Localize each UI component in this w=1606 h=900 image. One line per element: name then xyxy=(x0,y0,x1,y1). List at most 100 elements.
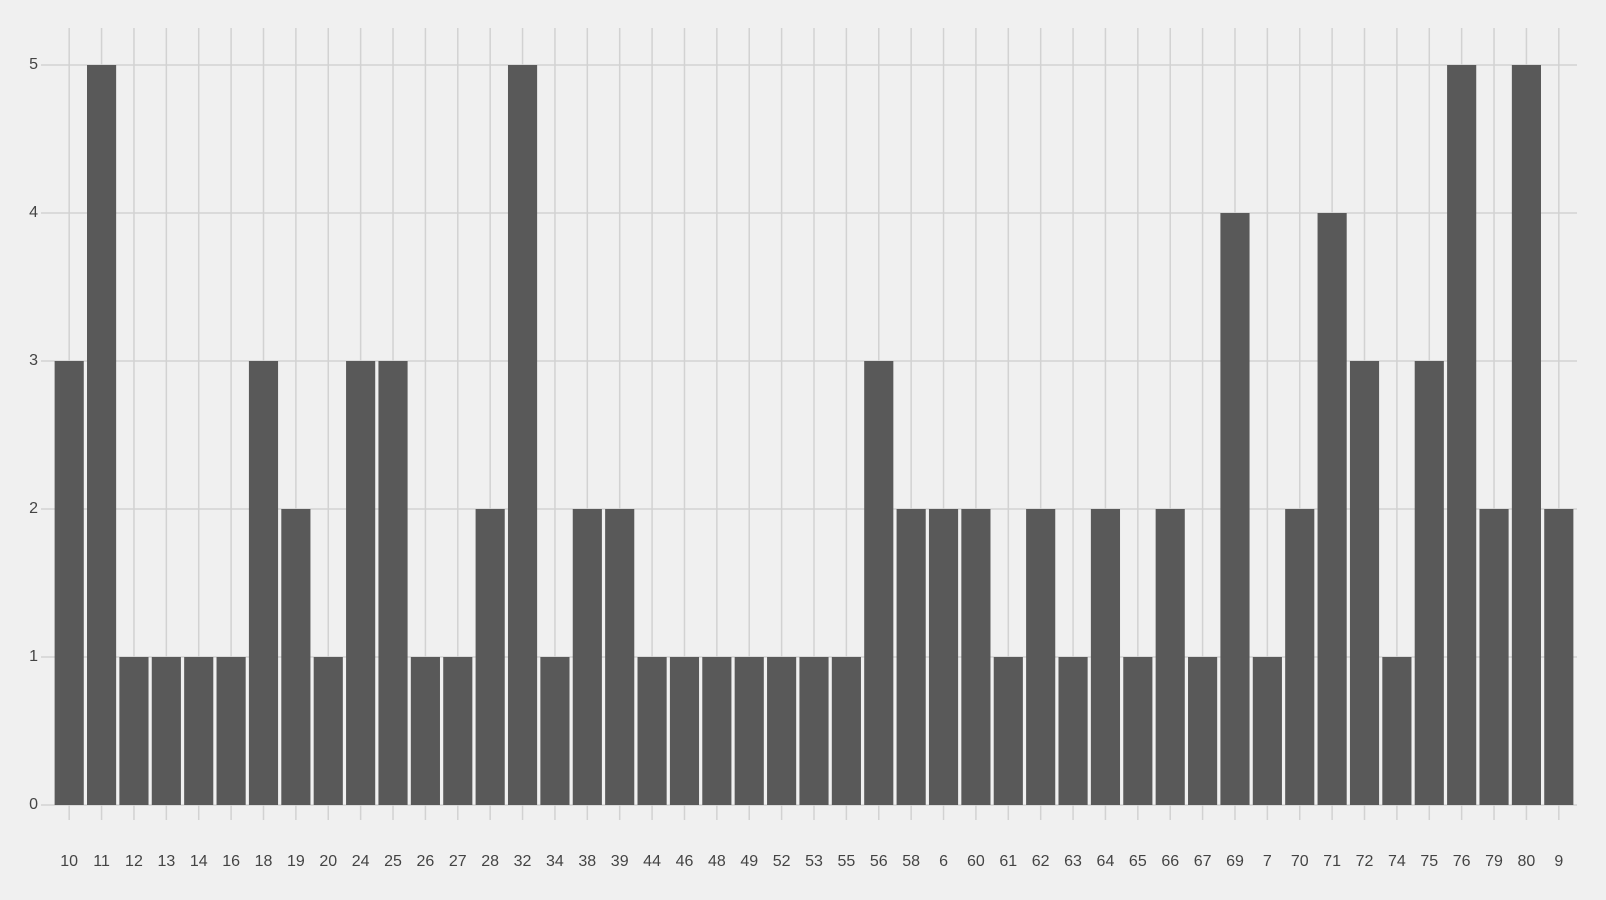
x-tick-label: 58 xyxy=(902,853,920,870)
x-tick-label: 39 xyxy=(611,853,629,870)
x-tick-label: 74 xyxy=(1388,853,1406,870)
bar xyxy=(1317,213,1347,805)
x-tick-label: 20 xyxy=(319,853,337,870)
bar xyxy=(87,65,117,805)
x-tick-label: 48 xyxy=(708,853,726,870)
bar xyxy=(1544,509,1574,805)
bar xyxy=(216,657,246,805)
x-tick-label: 49 xyxy=(740,853,758,870)
bar xyxy=(281,509,311,805)
y-tick-label: 1 xyxy=(29,648,38,665)
bar xyxy=(378,361,408,805)
x-tick-label: 71 xyxy=(1323,853,1341,870)
x-tick-label: 53 xyxy=(805,853,823,870)
bar xyxy=(1447,65,1477,805)
x-tick-label: 75 xyxy=(1420,853,1438,870)
bar xyxy=(1188,657,1218,805)
x-tick-label: 56 xyxy=(870,853,888,870)
x-tick-label: 70 xyxy=(1291,853,1309,870)
x-tick-label: 65 xyxy=(1129,853,1147,870)
x-tick-label: 28 xyxy=(481,853,499,870)
bar xyxy=(1026,509,1056,805)
bar xyxy=(54,361,84,805)
bar xyxy=(799,657,829,805)
x-tick-label: 38 xyxy=(578,853,596,870)
x-tick-label: 80 xyxy=(1518,853,1536,870)
x-tick-label: 19 xyxy=(287,853,305,870)
bar xyxy=(248,361,279,805)
bar xyxy=(540,657,570,805)
bar xyxy=(151,657,181,805)
bar xyxy=(993,657,1023,805)
x-tick-label: 27 xyxy=(449,853,467,870)
bar xyxy=(1414,361,1444,805)
y-tick-label: 4 xyxy=(29,204,38,221)
x-tick-label: 9 xyxy=(1554,853,1563,870)
x-tick-label: 7 xyxy=(1263,853,1272,870)
x-tick-label: 63 xyxy=(1064,853,1082,870)
bar xyxy=(313,657,343,805)
x-tick-label: 25 xyxy=(384,853,402,870)
x-tick-label: 46 xyxy=(676,853,694,870)
x-tick-label: 61 xyxy=(999,853,1017,870)
bar xyxy=(346,361,376,805)
x-tick-label: 14 xyxy=(190,853,208,870)
bar xyxy=(1252,657,1282,805)
bar xyxy=(475,509,505,805)
bar xyxy=(605,509,635,805)
bar xyxy=(443,657,473,805)
x-tick-label: 55 xyxy=(837,853,855,870)
x-tick-label: 32 xyxy=(514,853,532,870)
x-tick-label: 24 xyxy=(352,853,370,870)
x-tick-label: 76 xyxy=(1453,853,1471,870)
x-tick-label: 12 xyxy=(125,853,143,870)
y-tick-label: 0 xyxy=(29,796,38,813)
y-tick-label: 2 xyxy=(29,500,38,517)
bar xyxy=(119,657,149,805)
x-tick-label: 62 xyxy=(1032,853,1050,870)
x-tick-label: 10 xyxy=(60,853,78,870)
x-tick-label: 18 xyxy=(255,853,273,870)
x-tick-label: 66 xyxy=(1161,853,1179,870)
bar xyxy=(1511,65,1541,805)
bar xyxy=(637,657,667,805)
x-tick-label: 34 xyxy=(546,853,564,870)
x-tick-label: 69 xyxy=(1226,853,1244,870)
bar xyxy=(864,361,894,805)
bar xyxy=(669,657,700,805)
x-tick-label: 64 xyxy=(1097,853,1115,870)
bar xyxy=(1058,657,1088,805)
bar xyxy=(1349,361,1380,805)
x-tick-label: 79 xyxy=(1485,853,1503,870)
bar xyxy=(1220,213,1250,805)
bar xyxy=(928,509,959,805)
x-tick-label: 44 xyxy=(643,853,661,870)
bar xyxy=(184,657,214,805)
bar xyxy=(734,657,764,805)
bar xyxy=(1155,509,1185,805)
bar xyxy=(1090,509,1121,805)
bar xyxy=(1123,657,1153,805)
bar xyxy=(1382,657,1412,805)
bar xyxy=(961,509,991,805)
y-tick-label: 3 xyxy=(29,352,38,369)
y-tick-label: 5 xyxy=(29,56,38,73)
x-tick-label: 6 xyxy=(939,853,948,870)
bar xyxy=(410,657,440,805)
x-tick-label: 67 xyxy=(1194,853,1212,870)
x-tick-label: 72 xyxy=(1356,853,1374,870)
bar xyxy=(896,509,926,805)
bar xyxy=(831,657,861,805)
bar xyxy=(572,509,602,805)
bar xyxy=(1479,509,1509,805)
bar xyxy=(767,657,797,805)
x-tick-label: 11 xyxy=(93,853,110,870)
x-tick-label: 52 xyxy=(773,853,791,870)
bar xyxy=(507,65,538,805)
bar xyxy=(702,657,732,805)
x-tick-label: 60 xyxy=(967,853,985,870)
bar xyxy=(1285,509,1315,805)
x-tick-label: 13 xyxy=(157,853,175,870)
